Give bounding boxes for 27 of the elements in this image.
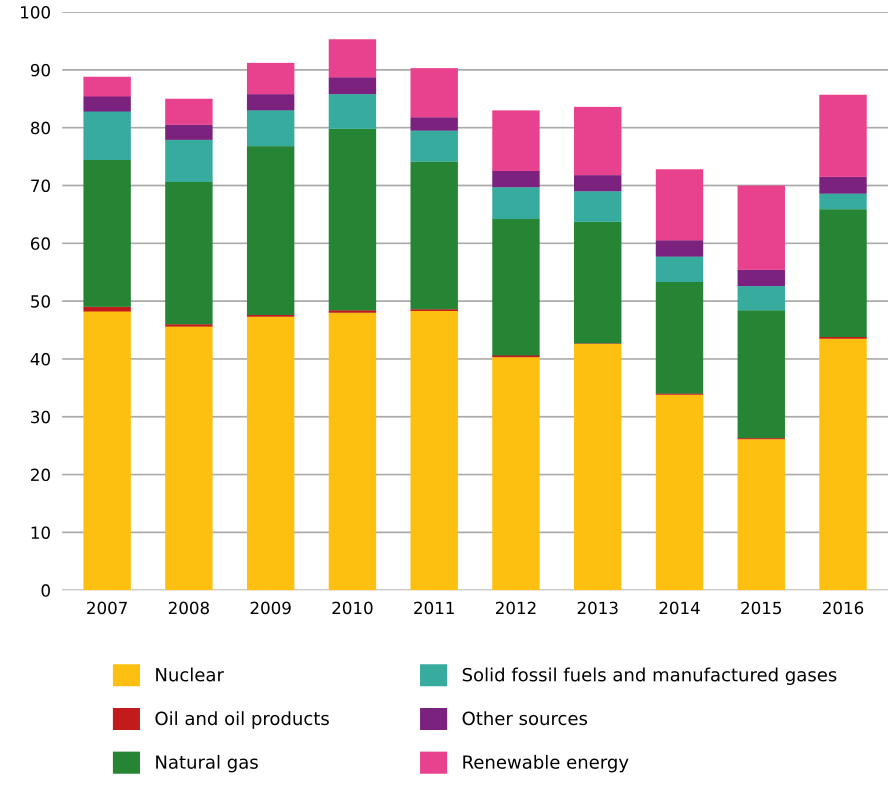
y-tick-label: 0 <box>42 584 50 597</box>
legend-label: Solid fossil fuels and manufactured gases <box>462 668 836 685</box>
legend-label: Other sources <box>462 711 588 726</box>
legend-label: Nuclear <box>156 668 224 682</box>
y-tick-label: 10 <box>32 526 50 539</box>
x-tick-label: 2014 <box>660 602 700 614</box>
y-tick-label: 20 <box>31 468 50 482</box>
y-tick-label: 30 <box>31 410 50 424</box>
legend-label: Renewable energy <box>463 754 629 772</box>
x-tick-label: 2016 <box>823 602 864 614</box>
y-tick-label: 60 <box>31 237 50 250</box>
legend-label: Oil and oil products <box>155 711 329 729</box>
y-tick-label: 90 <box>30 64 50 76</box>
x-tick-label: 2009 <box>250 602 291 614</box>
y-tick-label: 50 <box>31 295 50 308</box>
x-tick-label: 2008 <box>168 602 209 614</box>
y-tick-label: 70 <box>31 179 50 192</box>
x-tick-label: 2015 <box>741 602 782 614</box>
x-tick-label: 2011 <box>414 602 454 614</box>
x-tick-label: 2010 <box>332 602 373 614</box>
x-tick-label: 2013 <box>578 602 618 614</box>
y-tick-label: 40 <box>30 352 50 366</box>
x-tick-label: 2007 <box>87 602 127 614</box>
y-tick-label: 80 <box>30 122 50 134</box>
x-tick-label: 2012 <box>496 602 536 614</box>
legend-label: Natural gas <box>156 754 258 772</box>
y-tick-label: 100 <box>21 6 50 19</box>
